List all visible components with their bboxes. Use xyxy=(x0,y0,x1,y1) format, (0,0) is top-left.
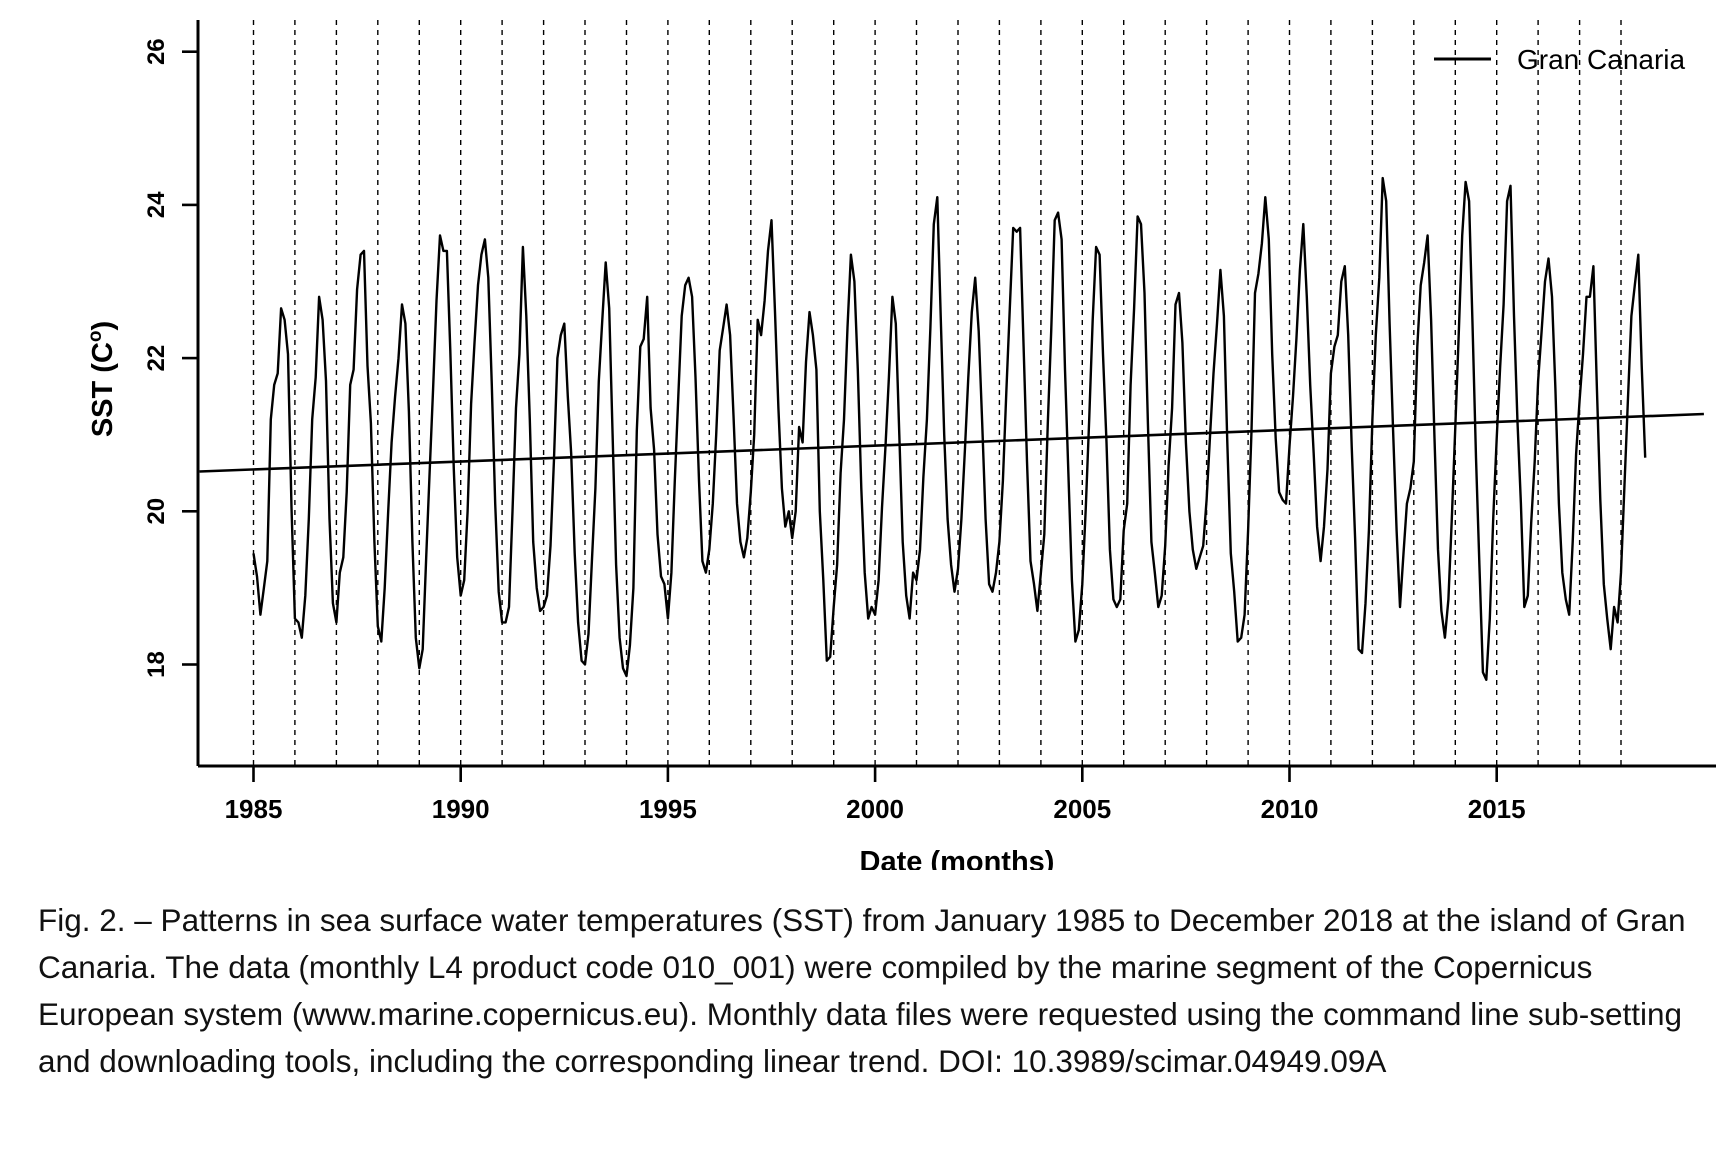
series-line-gran-canaria xyxy=(252,176,1647,681)
x-tick-label: 2000 xyxy=(846,794,904,824)
y-axis-title-main: SST (C xyxy=(87,342,119,437)
sst-chart: 18 20 22 24 26 1985 1990 1995 2000 2005 2010 2015 … xyxy=(85,20,1716,878)
x-tick-label: 2010 xyxy=(1261,794,1319,824)
year-dividers xyxy=(252,20,1622,766)
y-axis-title-close: ) xyxy=(87,321,119,331)
trend-line xyxy=(199,412,1704,473)
y-tick-label: 20 xyxy=(143,498,170,525)
figure-caption: Fig. 2. – Patterns in sea surface water … xyxy=(38,897,1718,1085)
axes xyxy=(196,20,1716,768)
x-axis-title: Date (months) xyxy=(860,846,1055,870)
x-ticks: 1985 1990 1995 2000 2005 2010 2015 xyxy=(225,766,1526,824)
x-tick-label: 1995 xyxy=(639,794,697,824)
legend-label-gran-canaria: Gran Canaria xyxy=(1517,44,1686,75)
caption-text: Fig. 2. – Patterns in sea surface water … xyxy=(38,902,1686,1079)
y-tick-label: 18 xyxy=(143,651,170,678)
x-tick-label: 1990 xyxy=(432,794,490,824)
x-tick-label: 1985 xyxy=(225,794,283,824)
x-tick-label: 2005 xyxy=(1053,794,1111,824)
series-layer xyxy=(199,176,1704,681)
y-ticks: 18 20 22 24 26 xyxy=(143,38,198,678)
x-tick-label: 2015 xyxy=(1468,794,1526,824)
y-tick-label: 24 xyxy=(143,191,170,218)
y-axis-title: SST (Co) xyxy=(85,321,119,437)
y-tick-label: 26 xyxy=(143,38,170,65)
legend: Gran Canaria xyxy=(1434,44,1686,75)
y-tick-label: 22 xyxy=(143,345,170,372)
y-axis-title-superscript: o xyxy=(85,331,106,343)
